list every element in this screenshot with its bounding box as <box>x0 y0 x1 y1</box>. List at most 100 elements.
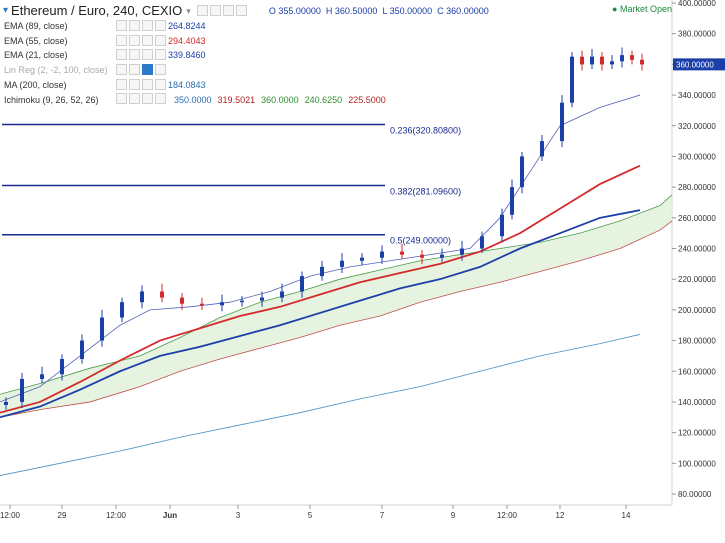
legend-row[interactable]: Ichimoku (9, 26, 52, 26) 350.0000 319.5021… <box>4 93 386 107</box>
candle-body[interactable] <box>260 297 264 301</box>
y-tick-label: 200.00000 <box>678 306 716 315</box>
candle-body[interactable] <box>400 251 404 255</box>
series-line <box>0 164 641 414</box>
candle-body[interactable] <box>140 291 144 303</box>
close-icon[interactable] <box>155 34 166 46</box>
y-tick-label: 280.00000 <box>678 183 716 192</box>
visibility-icon[interactable] <box>196 4 208 16</box>
legend-value: 264.8244 <box>168 21 206 31</box>
candle-body[interactable] <box>360 257 364 261</box>
visibility-icon[interactable] <box>116 34 127 46</box>
candle-body[interactable] <box>460 248 464 255</box>
candle-body[interactable] <box>180 297 184 304</box>
legend-name: EMA (89, close) <box>4 21 68 31</box>
legend-buttons[interactable] <box>116 63 168 77</box>
ohlc-readout: O 355.00000 H 360.50000 L 350.00000 C 36… <box>269 2 489 20</box>
add-icon[interactable] <box>142 34 153 46</box>
add-icon[interactable] <box>142 63 153 75</box>
legend-row[interactable]: EMA (55, close) 294.4043 <box>4 34 206 48</box>
x-tick-label: Jun <box>163 511 177 520</box>
candle-body[interactable] <box>200 303 204 306</box>
candle-body[interactable] <box>500 214 504 237</box>
settings-icon[interactable] <box>129 49 140 61</box>
candle-body[interactable] <box>20 378 24 402</box>
candle-body[interactable] <box>570 56 574 103</box>
y-tick-label: 340.00000 <box>678 91 716 100</box>
candle-body[interactable] <box>40 374 44 379</box>
close-icon[interactable] <box>155 49 166 61</box>
close-icon[interactable] <box>155 93 166 105</box>
ichimoku-value: 240.6250 <box>304 94 343 105</box>
candle-body[interactable] <box>560 102 564 142</box>
ichimoku-value: 225.5000 <box>348 94 386 105</box>
visibility-icon[interactable] <box>116 93 127 105</box>
visibility-icon[interactable] <box>116 19 127 31</box>
candle-body[interactable] <box>340 260 344 267</box>
candle-body[interactable] <box>220 302 224 306</box>
settings-icon[interactable] <box>129 78 140 90</box>
legend-row[interactable]: Lin Reg (2, -2, 100, close) <box>4 63 168 77</box>
legend-buttons[interactable] <box>116 19 168 33</box>
add-icon[interactable] <box>142 93 153 105</box>
candle-body[interactable] <box>80 340 84 359</box>
candle-body[interactable] <box>630 55 634 60</box>
symbol-menu-icon[interactable]: ▾ <box>186 6 191 16</box>
settings-icon[interactable] <box>129 19 140 31</box>
candle-body[interactable] <box>420 254 424 258</box>
candle-body[interactable] <box>610 61 614 65</box>
ichimoku-value: 350.0000 <box>174 94 212 105</box>
candle-body[interactable] <box>620 55 624 62</box>
settings-icon[interactable] <box>129 93 140 105</box>
candle-body[interactable] <box>440 254 444 258</box>
add-icon[interactable] <box>222 4 234 16</box>
candle-body[interactable] <box>300 276 304 292</box>
candle-body[interactable] <box>600 56 604 65</box>
symbol-label[interactable]: Ethereum / Euro, 240, CEXIO <box>11 3 183 18</box>
legend-buttons[interactable] <box>116 48 168 62</box>
visibility-icon[interactable] <box>116 49 127 61</box>
close-icon[interactable] <box>155 78 166 90</box>
candle-body[interactable] <box>4 401 8 406</box>
candle-body[interactable] <box>590 56 594 65</box>
visibility-icon[interactable] <box>116 78 127 90</box>
status-dot-icon: ● <box>612 4 618 14</box>
add-icon[interactable] <box>142 49 153 61</box>
candle-body[interactable] <box>640 59 644 65</box>
candle-body[interactable] <box>120 302 124 318</box>
legend-row[interactable]: MA (200, close) 184.0843 <box>4 78 206 92</box>
y-tick-label: 180.00000 <box>678 337 716 346</box>
candle-body[interactable] <box>320 266 324 277</box>
legend-buttons[interactable] <box>116 93 168 107</box>
candle-body[interactable] <box>100 317 104 341</box>
close-icon[interactable] <box>235 4 247 16</box>
ichimoku-span-a <box>0 194 673 395</box>
candle-body[interactable] <box>510 187 514 215</box>
candle-body[interactable] <box>520 156 524 188</box>
legend-name: MA (200, close) <box>4 79 67 90</box>
add-icon[interactable] <box>142 78 153 90</box>
add-icon[interactable] <box>142 19 153 31</box>
settings-icon[interactable] <box>129 63 140 75</box>
candle-body[interactable] <box>380 251 384 258</box>
visibility-icon[interactable] <box>116 63 127 75</box>
x-tick-label: 12:00 <box>497 511 518 520</box>
caret-down-icon[interactable]: ▾ <box>3 5 9 16</box>
legend-row[interactable]: EMA (21, close) 339.8460 <box>4 48 206 62</box>
candle-body[interactable] <box>480 236 484 249</box>
settings-icon[interactable] <box>129 34 140 46</box>
candle-body[interactable] <box>280 291 284 298</box>
legend-buttons[interactable] <box>116 34 168 48</box>
close-icon[interactable] <box>155 19 166 31</box>
close-icon[interactable] <box>155 63 166 75</box>
legend-buttons[interactable] <box>116 78 168 92</box>
legend-row[interactable]: EMA (89, close) 264.8244 <box>4 19 206 33</box>
candle-body[interactable] <box>580 56 584 65</box>
price-axis[interactable] <box>672 0 725 543</box>
candle-body[interactable] <box>540 141 544 157</box>
settings-icon[interactable] <box>209 4 221 16</box>
y-tick-label: 300.00000 <box>678 152 716 161</box>
candle-body[interactable] <box>160 291 164 298</box>
candle-body[interactable] <box>240 300 244 303</box>
candle-body[interactable] <box>60 358 64 375</box>
